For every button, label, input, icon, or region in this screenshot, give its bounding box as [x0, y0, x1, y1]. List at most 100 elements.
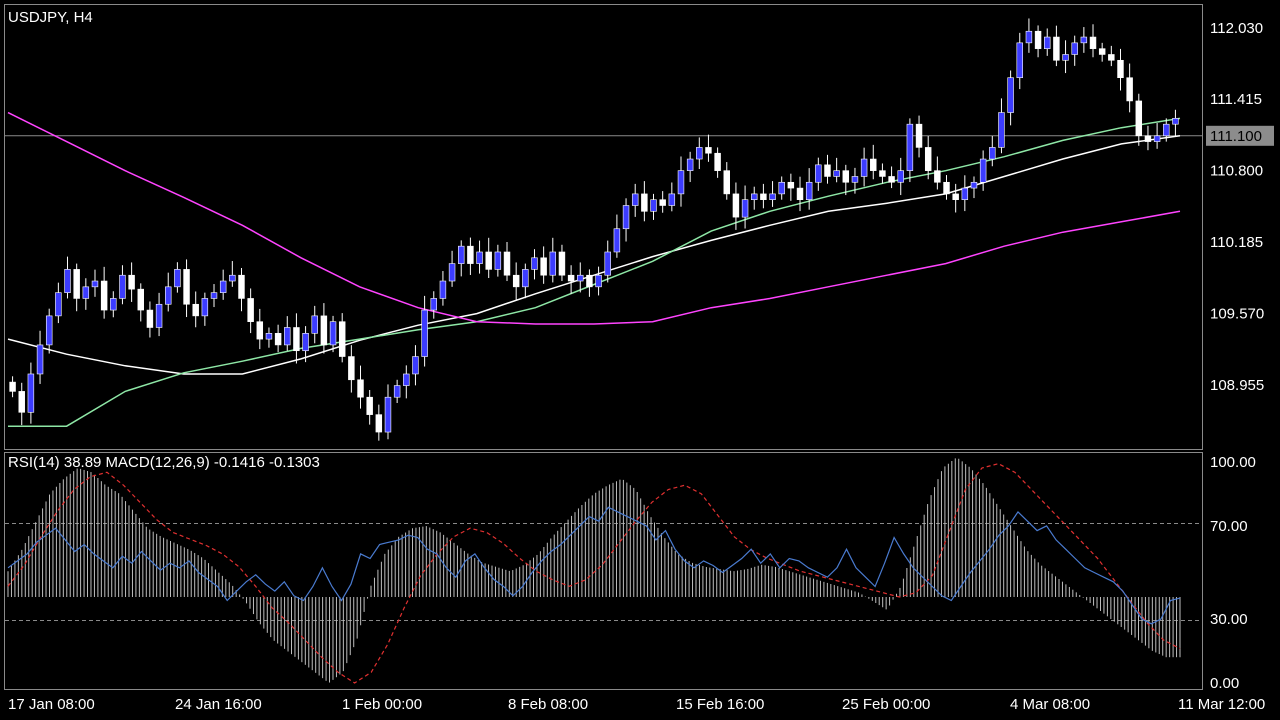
candle-body	[494, 251, 502, 270]
candle-body	[1053, 36, 1060, 61]
candle-body	[815, 164, 822, 183]
price-tick-label: 112.030	[1210, 20, 1263, 37]
candle-body	[796, 187, 804, 200]
candle-body	[851, 176, 859, 183]
candle-body	[201, 298, 209, 317]
time-tick-label: 15 Feb 16:00	[676, 696, 764, 713]
candle-body	[229, 274, 236, 282]
candle-body	[430, 298, 437, 311]
candle-body	[558, 251, 566, 276]
candle-body	[906, 123, 914, 171]
candle-body	[219, 280, 227, 293]
indicator-label: RSI(14) 38.89 MACD(12,26,9) -0.1416 -0.1…	[8, 454, 320, 471]
candle-body	[55, 292, 62, 317]
price-axis: 112.030 111.415 110.800 110.185 109.570 108.9…	[1210, 20, 1264, 394]
candle-body	[45, 315, 53, 346]
candle-body	[1044, 36, 1051, 49]
candle-body	[458, 245, 465, 264]
candle-body	[998, 112, 1005, 148]
candle-body	[284, 327, 291, 346]
candle-body	[210, 292, 218, 299]
candle-body	[448, 263, 456, 282]
candle-body	[512, 274, 520, 288]
time-tick-label: 8 Feb 08:00	[508, 696, 588, 713]
time-axis: 17 Jan 08:00 24 Jan 16:00 1 Feb 00:00 8 Feb…	[8, 696, 1265, 713]
candle-body	[256, 321, 264, 340]
candle-body	[1016, 42, 1023, 79]
price-tick-label: 108.955	[1210, 377, 1264, 394]
moving-average-line	[7, 135, 1181, 375]
indicator-tick-label: 30.00	[1210, 611, 1248, 628]
candle-body	[100, 280, 108, 311]
candle-body	[421, 309, 428, 357]
macd-signal-line	[7, 463, 1181, 684]
candle-body	[622, 205, 630, 230]
candle-body	[833, 170, 840, 177]
price-tick-label: 109.570	[1210, 306, 1264, 323]
indicator-panel-frame	[4, 452, 1203, 690]
candle-body	[439, 280, 447, 299]
candle-body	[1153, 135, 1161, 142]
candle-body	[119, 274, 126, 299]
candle-body	[503, 251, 511, 276]
candle-body	[403, 373, 410, 386]
candle-body	[677, 170, 685, 195]
candle-body	[595, 274, 602, 288]
candle-body	[961, 187, 969, 200]
candle-body	[146, 309, 154, 328]
candle-body	[668, 193, 676, 206]
candle-body	[128, 274, 135, 290]
time-tick-label: 24 Jan 16:00	[175, 696, 262, 713]
time-tick-label: 1 Feb 00:00	[342, 696, 422, 713]
macd-histogram	[7, 458, 1181, 683]
candlesticks	[9, 18, 1179, 441]
candle-body	[27, 373, 35, 413]
candle-body	[1089, 36, 1097, 49]
candle-body	[970, 181, 978, 189]
candle-body	[384, 396, 392, 433]
candle-body	[1007, 77, 1014, 113]
moving-average-line	[7, 111, 1181, 325]
candle-body	[274, 333, 282, 346]
candle-body	[705, 147, 712, 154]
candle-body	[91, 280, 99, 288]
candle-body	[1108, 54, 1115, 61]
candle-body	[870, 158, 877, 171]
candle-body	[934, 170, 941, 183]
candle-body	[485, 251, 492, 270]
candle-body	[879, 170, 886, 177]
candle-body	[732, 193, 740, 218]
time-tick-label: 17 Jan 08:00	[8, 696, 95, 713]
candle-body	[1117, 59, 1124, 79]
candle-body	[64, 269, 71, 293]
candle-body	[1025, 30, 1033, 44]
candle-body	[604, 251, 611, 276]
candle-body	[714, 152, 721, 171]
candle-body	[338, 321, 346, 357]
candle-body	[522, 269, 529, 288]
candle-body	[760, 193, 767, 200]
price-tick-label: 110.185	[1210, 234, 1263, 251]
candle-body	[265, 333, 273, 340]
candle-body	[1080, 36, 1088, 44]
time-tick-label: 11 Mar 12:00	[1178, 696, 1265, 713]
candle-body	[924, 147, 932, 171]
candle-body	[238, 274, 245, 299]
candle-body	[979, 158, 987, 183]
candle-body	[888, 176, 895, 183]
candle-body	[174, 269, 181, 288]
candle-body	[989, 147, 996, 160]
candle-body	[686, 158, 694, 171]
candle-body	[778, 181, 785, 195]
indicator-tick-label: 100.00	[1210, 454, 1256, 471]
price-tick-label: 110.800	[1210, 163, 1263, 180]
candle-body	[247, 298, 254, 322]
time-tick-label: 25 Feb 00:00	[842, 696, 930, 713]
candle-body	[897, 170, 904, 183]
candle-body	[18, 391, 25, 413]
candle-body	[192, 303, 199, 317]
candle-body	[1126, 77, 1133, 102]
candle-body	[531, 257, 538, 270]
candle-body	[137, 288, 144, 311]
